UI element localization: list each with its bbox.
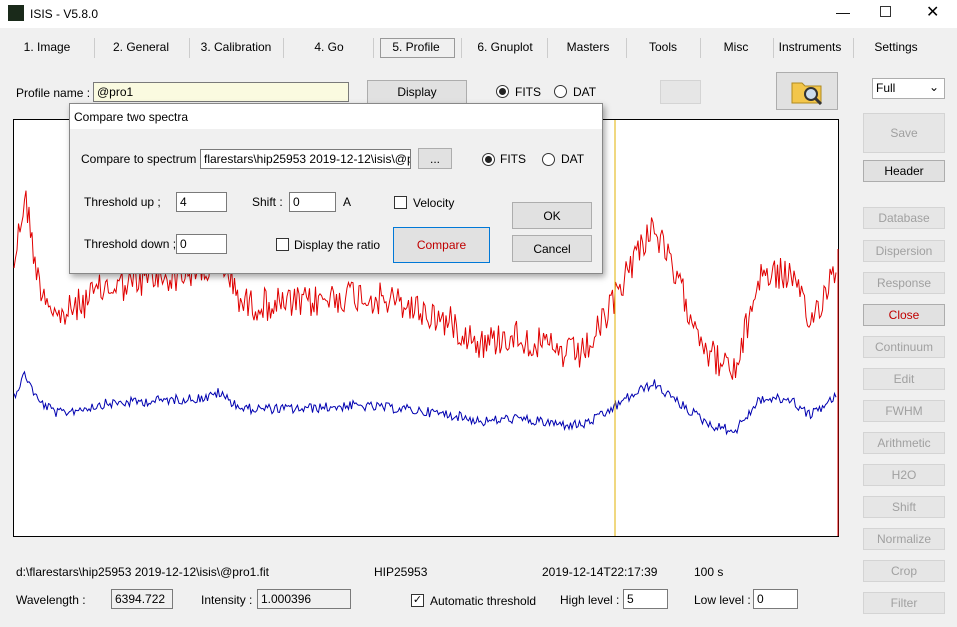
shift-input[interactable]: 0 bbox=[289, 192, 336, 212]
low-level-input[interactable]: 0 bbox=[753, 589, 798, 609]
tab[interactable]: Masters bbox=[566, 40, 610, 54]
title-bar bbox=[0, 0, 957, 28]
high-level-label: High level : bbox=[560, 593, 620, 607]
wavelength-field: 6394.722 bbox=[111, 589, 173, 609]
tab[interactable]: 3. Calibration bbox=[200, 40, 272, 54]
browse-button[interactable]: ... bbox=[418, 148, 452, 169]
tab-separator bbox=[700, 38, 701, 58]
side-button[interactable]: Continuum bbox=[863, 336, 945, 358]
shift-unit: A bbox=[343, 195, 352, 209]
tab[interactable]: 5. Profile bbox=[392, 40, 440, 54]
dat-label: DAT bbox=[573, 85, 597, 99]
low-level-label: Low level : bbox=[694, 593, 751, 607]
tab[interactable]: Misc bbox=[723, 40, 749, 54]
high-level-input[interactable]: 5 bbox=[623, 589, 668, 609]
compare-label: Compare to spectrum : bbox=[81, 152, 204, 166]
tab[interactable]: Tools bbox=[648, 40, 678, 54]
profile-input[interactable]: @pro1 bbox=[93, 82, 349, 102]
exposure: 100 s bbox=[694, 565, 724, 579]
compare-button[interactable]: Compare bbox=[393, 227, 490, 263]
threshold-down-label: Threshold down ; bbox=[84, 237, 177, 251]
tab[interactable]: Instruments bbox=[778, 40, 842, 54]
active-tab-frame bbox=[380, 38, 455, 58]
side-button[interactable]: Close bbox=[863, 304, 945, 326]
fits-label: FITS bbox=[515, 85, 541, 99]
ok-button[interactable]: OK bbox=[512, 202, 592, 229]
side-button[interactable]: Database bbox=[863, 207, 945, 229]
tab-separator bbox=[773, 38, 774, 58]
auto-threshold-checkbox[interactable]: ✓ bbox=[411, 594, 424, 607]
dialog-title-bar bbox=[70, 104, 602, 129]
side-button[interactable]: FWHM bbox=[863, 400, 945, 422]
minimize[interactable]: — bbox=[836, 4, 850, 20]
wavelength-label: Wavelength : bbox=[16, 593, 86, 607]
auto-threshold-label: Automatic threshold bbox=[430, 594, 537, 608]
side-button[interactable]: Shift bbox=[863, 496, 945, 518]
object-name: HIP25953 bbox=[374, 565, 428, 579]
velocity-checkbox[interactable] bbox=[394, 196, 407, 209]
dialog-fits-label: FITS bbox=[500, 152, 526, 166]
compare-dialog: Compare two spectra Compare to spectrum … bbox=[69, 103, 603, 274]
side-button[interactable]: Filter bbox=[863, 592, 945, 614]
compare-input[interactable]: flarestars\hip25953 2019-12-12\isis\@pro… bbox=[200, 149, 411, 169]
side-button[interactable]: Normalize bbox=[863, 528, 945, 550]
tab-separator bbox=[853, 38, 854, 58]
maximize[interactable] bbox=[880, 6, 891, 17]
open-folder-button[interactable] bbox=[776, 72, 838, 110]
side-button[interactable]: Save bbox=[863, 113, 945, 153]
tab[interactable]: 2. General bbox=[112, 40, 170, 54]
tab-separator bbox=[283, 38, 284, 58]
dialog-title: Compare two spectra bbox=[74, 110, 189, 124]
tab-separator bbox=[373, 38, 374, 58]
close-window[interactable]: ✕ bbox=[926, 4, 940, 21]
intensity-field: 1.000396 bbox=[257, 589, 351, 609]
side-button[interactable]: Arithmetic bbox=[863, 432, 945, 454]
side-button[interactable]: Edit bbox=[863, 368, 945, 390]
ratio-label: Display the ratio bbox=[294, 238, 381, 252]
intensity-label: Intensity : bbox=[201, 593, 253, 607]
folder-icon bbox=[791, 82, 823, 105]
zoom-select[interactable]: Full ⌄ bbox=[872, 78, 945, 99]
side-button[interactable]: Crop bbox=[863, 560, 945, 582]
tab-separator bbox=[94, 38, 95, 58]
tab[interactable]: 1. Image bbox=[23, 40, 71, 54]
spectrum-blue bbox=[13, 370, 837, 436]
tab[interactable]: 4. Go bbox=[314, 40, 344, 54]
threshold-up-input[interactable]: 4 bbox=[176, 192, 227, 212]
tab-separator bbox=[461, 38, 462, 58]
tab[interactable]: Settings bbox=[874, 40, 918, 54]
tab-separator bbox=[626, 38, 627, 58]
dialog-dat-radio[interactable] bbox=[542, 153, 555, 166]
dialog-dat-label: DAT bbox=[561, 152, 585, 166]
app-icon bbox=[8, 5, 24, 21]
copy-button[interactable] bbox=[660, 80, 701, 104]
tab[interactable]: 6. Gnuplot bbox=[477, 40, 533, 54]
profile-label: Profile name : bbox=[16, 86, 91, 100]
side-button[interactable]: Header bbox=[863, 160, 945, 182]
fits-radio[interactable] bbox=[496, 85, 509, 98]
side-button[interactable]: H2O bbox=[863, 464, 945, 486]
dat-radio[interactable] bbox=[554, 85, 567, 98]
dropdown-arrow: ⌄ bbox=[928, 80, 939, 94]
file-path: d:\flarestars\hip25953 2019-12-12\isis\@… bbox=[16, 565, 269, 579]
window-title: ISIS - V5.8.0 bbox=[30, 7, 99, 21]
cancel-button[interactable]: Cancel bbox=[512, 235, 592, 262]
ratio-checkbox[interactable] bbox=[276, 238, 289, 251]
display-button[interactable]: Display bbox=[367, 80, 467, 104]
observation-date: 2019-12-14T22:17:39 bbox=[542, 565, 658, 579]
tab-separator bbox=[547, 38, 548, 58]
threshold-down-input[interactable]: 0 bbox=[176, 234, 227, 254]
side-button[interactable]: Dispersion bbox=[863, 240, 945, 262]
tab-separator bbox=[189, 38, 190, 58]
side-button[interactable]: Response bbox=[863, 272, 945, 294]
zoom-select-value: Full bbox=[876, 81, 896, 95]
velocity-label: Velocity bbox=[413, 196, 455, 210]
threshold-up-label: Threshold up ; bbox=[84, 195, 161, 209]
shift-label: Shift : bbox=[252, 195, 283, 209]
dialog-fits-radio[interactable] bbox=[482, 153, 495, 166]
